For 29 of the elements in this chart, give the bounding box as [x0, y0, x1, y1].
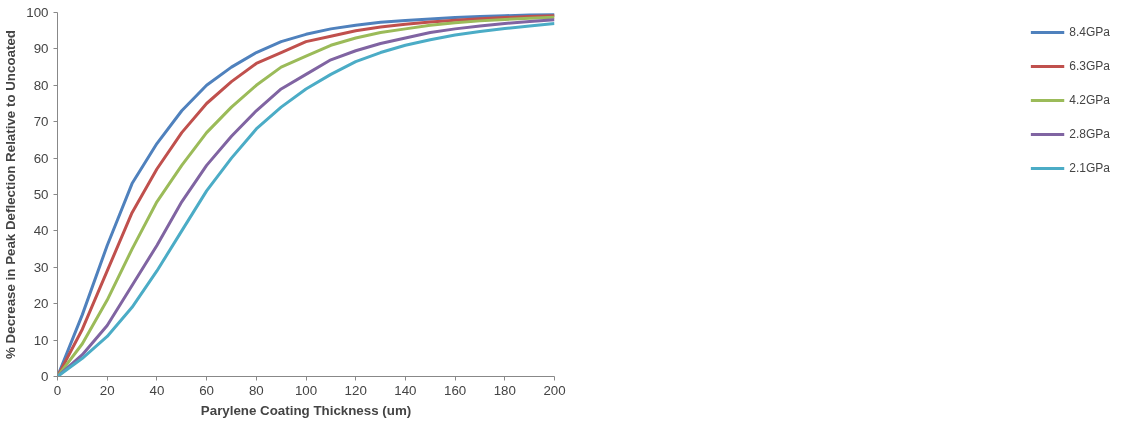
y-tick-label: 60: [33, 150, 49, 166]
x-tick-label: 20: [99, 382, 115, 398]
y-tick-label: 80: [33, 77, 49, 93]
x-tick-label: 100: [294, 382, 318, 398]
y-tick-label: 40: [33, 223, 49, 239]
x-tick-label: 200: [543, 382, 566, 398]
legend-label: 2.8GPa: [1069, 127, 1110, 141]
x-axis-title: Parylene Coating Thickness (um): [200, 402, 412, 418]
legend-label: 2.1GPa: [1069, 161, 1110, 175]
legend-label: 4.2GPa: [1069, 93, 1110, 107]
x-tick-label: 40: [149, 382, 165, 398]
legend-label: 8.4GPa: [1069, 25, 1110, 39]
y-tick-label: 30: [33, 259, 49, 275]
y-tick-label: 70: [33, 114, 49, 130]
y-tick-label: 20: [33, 296, 49, 312]
y-tick-label: 0: [41, 369, 49, 384]
y-axis-title: % Decrease in Peak Deflection Relative to Uncoated: [3, 30, 19, 359]
x-tick-label: 180: [493, 382, 516, 398]
x-tick-label: 160: [443, 382, 467, 398]
x-tick-label: 140: [394, 382, 417, 398]
y-tick-label: 50: [33, 187, 49, 202]
legend-label: 6.3GPa: [1069, 59, 1110, 73]
y-tick-label: 10: [33, 332, 49, 348]
x-tick-label: 120: [344, 382, 367, 398]
y-tick-label: 90: [33, 41, 49, 57]
x-tick-label: 60: [199, 382, 215, 398]
x-tick-label: 0: [53, 382, 62, 398]
y-tick-label: 100: [26, 5, 49, 20]
x-tick-label: 80: [248, 382, 264, 398]
